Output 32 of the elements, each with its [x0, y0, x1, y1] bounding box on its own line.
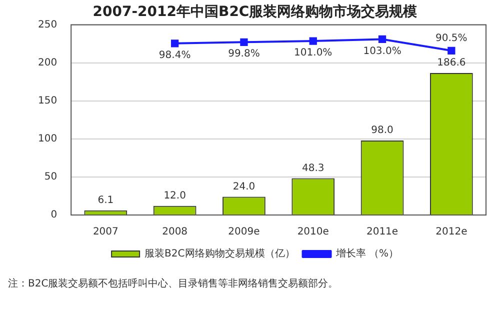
chart-title: 2007-2012年中国B2C服装网络购物市场交易规模 — [92, 3, 418, 20]
y-tick-label: 100 — [38, 134, 58, 145]
point — [448, 46, 456, 54]
legend-label: 增长率 （%） — [334, 248, 398, 260]
legend-label: 服装B2C网络购物交易规模（亿） — [144, 248, 295, 260]
data-label: 6.1 — [98, 194, 114, 206]
data-label: 103.0% — [363, 46, 402, 57]
point — [240, 38, 248, 46]
x-tick-label: 2007 — [92, 226, 118, 238]
x-tick-label: 2011e — [366, 226, 398, 238]
y-tick-label: 0 — [50, 210, 58, 221]
x-tick-label: 2009e — [228, 226, 260, 238]
y-tick-label: 150 — [38, 95, 58, 106]
data-label: 24.0 — [232, 181, 256, 192]
data-label: 98.4% — [158, 50, 191, 62]
data-label: 98.0 — [371, 125, 394, 136]
data-label: 186.6 — [437, 58, 466, 69]
x-tick-label: 2010e — [297, 226, 329, 238]
data-label: 101.0% — [294, 48, 332, 59]
y-tick-label: 200 — [38, 57, 58, 68]
point — [309, 37, 317, 45]
y-tick-label: 50 — [44, 172, 58, 183]
text: 注：B2C服装交易额不包括呼叫中心、目录销售等非网络销售交易额部分。 — [8, 278, 338, 290]
point — [170, 40, 179, 48]
x-tick-label: 2012e — [436, 226, 468, 238]
data-label: 90.5% — [436, 33, 468, 44]
x-tick-label: 2008 — [162, 226, 188, 238]
data-label: 48.3 — [302, 162, 324, 174]
point — [378, 35, 386, 44]
data-label: 12.0 — [164, 190, 186, 202]
y-tick-label: 250 — [38, 19, 58, 30]
data-label: 99.8% — [228, 48, 260, 60]
